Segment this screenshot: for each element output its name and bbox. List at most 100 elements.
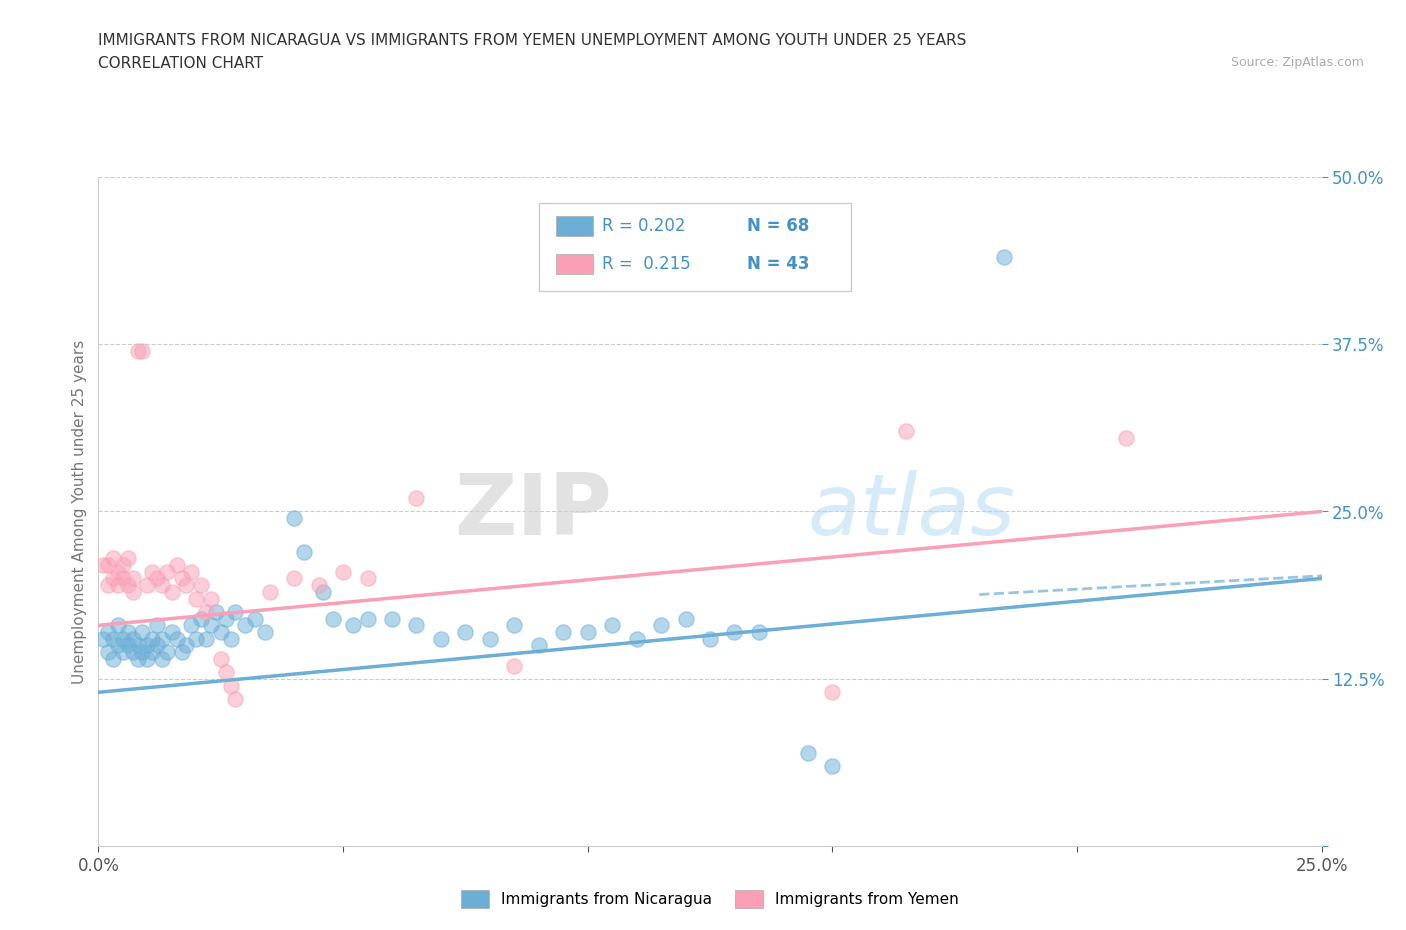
Point (186, 631, 208, 646)
Point (342, 618, 364, 632)
Point (454, 625, 477, 640)
Point (136, 578, 159, 592)
Point (111, 558, 134, 573)
Point (97, 625, 120, 640)
Point (821, 759, 844, 774)
Point (675, 611, 697, 626)
Point (259, 584, 281, 599)
Point (107, 638, 129, 653)
Point (527, 638, 550, 653)
Point (224, 604, 246, 619)
Point (503, 658, 526, 673)
Text: R =  0.215: R = 0.215 (602, 255, 692, 272)
Text: ZIP: ZIP (454, 470, 612, 553)
Point (97, 644, 120, 659)
Point (190, 611, 212, 626)
Point (219, 631, 242, 646)
Point (748, 625, 770, 640)
Point (312, 584, 335, 599)
Point (91, 631, 114, 646)
Point (141, 565, 163, 579)
Point (131, 625, 153, 640)
Point (111, 631, 134, 646)
Point (101, 631, 124, 646)
Point (993, 249, 1015, 264)
Point (180, 618, 202, 632)
Point (233, 618, 256, 632)
Text: CORRELATION CHART: CORRELATION CHART (98, 56, 263, 71)
Point (91, 558, 114, 573)
Point (150, 631, 173, 646)
Point (101, 651, 124, 666)
Point (146, 638, 169, 653)
Point (127, 638, 149, 653)
Point (107, 565, 129, 579)
Point (723, 625, 745, 640)
Point (111, 571, 134, 586)
Point (180, 565, 202, 579)
Point (405, 491, 427, 506)
Point (117, 578, 139, 592)
Point (478, 631, 501, 646)
Point (322, 611, 344, 626)
Point (97, 558, 120, 573)
Text: atlas: atlas (808, 470, 1017, 553)
Point (200, 618, 222, 632)
Point (136, 651, 159, 666)
Point (160, 584, 183, 599)
Point (176, 578, 198, 592)
Point (209, 651, 232, 666)
Point (430, 631, 453, 646)
Point (150, 578, 173, 592)
Point (136, 638, 159, 653)
Point (253, 625, 276, 640)
Point (214, 611, 236, 626)
Point (107, 618, 129, 632)
Point (243, 611, 266, 626)
Point (576, 625, 599, 640)
Point (283, 511, 305, 525)
Point (150, 651, 173, 666)
Point (797, 745, 820, 760)
Point (166, 558, 188, 573)
Point (121, 584, 143, 599)
Point (97, 578, 120, 592)
Point (156, 644, 179, 659)
Y-axis label: Unemployment Among Youth under 25 years: Unemployment Among Youth under 25 years (72, 339, 87, 684)
Point (190, 578, 212, 592)
Point (503, 618, 526, 632)
Point (356, 571, 378, 586)
Point (141, 631, 163, 646)
Point (200, 591, 222, 606)
Point (101, 551, 124, 565)
Point (107, 578, 129, 592)
Point (224, 692, 246, 707)
Point (146, 618, 169, 632)
Point (111, 644, 134, 659)
Bar (555, 254, 592, 273)
Point (308, 578, 330, 592)
Point (894, 424, 917, 439)
Text: N = 43: N = 43 (747, 255, 810, 272)
Point (186, 591, 208, 606)
Point (160, 625, 183, 640)
Point (117, 638, 139, 653)
Text: R = 0.202: R = 0.202 (602, 217, 686, 234)
Point (131, 343, 153, 358)
Point (209, 625, 232, 640)
Point (101, 571, 124, 586)
Point (219, 678, 242, 693)
Point (214, 665, 236, 680)
Point (117, 551, 139, 565)
Point (170, 571, 193, 586)
Point (332, 565, 354, 579)
Point (121, 644, 143, 659)
Point (117, 625, 139, 640)
Point (141, 644, 163, 659)
Point (176, 638, 198, 653)
Point (166, 631, 188, 646)
Point (283, 571, 305, 586)
Legend: Immigrants from Nicaragua, Immigrants from Yemen: Immigrants from Nicaragua, Immigrants fr… (454, 883, 966, 916)
Text: IMMIGRANTS FROM NICARAGUA VS IMMIGRANTS FROM YEMEN UNEMPLOYMENT AMONG YOUTH UNDE: IMMIGRANTS FROM NICARAGUA VS IMMIGRANTS … (98, 33, 967, 47)
Point (1115, 431, 1137, 445)
